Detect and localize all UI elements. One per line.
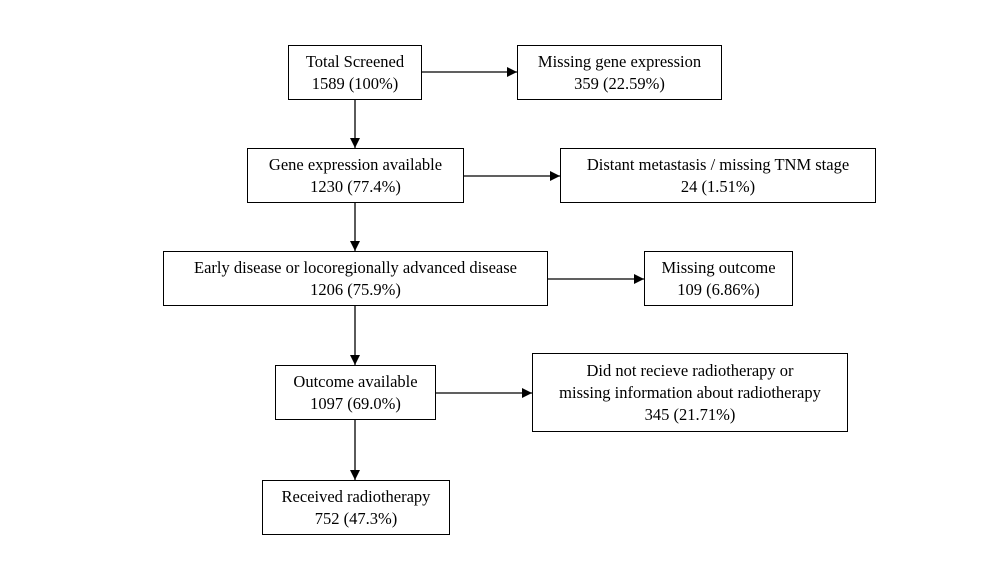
- node-received-radiotherapy-title: Received radiotherapy: [281, 486, 431, 506]
- node-no-radiotherapy-line2: missing information about radiotherapy: [559, 382, 821, 402]
- node-total-screened: Total Screened 1589 (100%): [288, 45, 422, 100]
- node-early-disease-title: Early disease or locoregionally advanced…: [194, 257, 517, 277]
- node-total-screened-title: Total Screened: [305, 51, 405, 71]
- node-distant-metastasis-title: Distant metastasis / missing TNM stage: [586, 154, 850, 174]
- node-no-radiotherapy-line1: Did not recieve radiotherapy or: [586, 360, 794, 380]
- node-distant-metastasis-count: 24 (1.51%): [680, 176, 756, 196]
- node-gene-expression-available-count: 1230 (77.4%): [310, 176, 401, 196]
- node-missing-gene-expression: Missing gene expression 359 (22.59%): [517, 45, 722, 100]
- node-total-screened-count: 1589 (100%): [311, 73, 399, 93]
- node-gene-expression-available-title: Gene expression available: [268, 154, 443, 174]
- node-early-disease-count: 1206 (75.9%): [310, 279, 401, 299]
- node-missing-outcome-title: Missing outcome: [661, 257, 776, 277]
- node-no-radiotherapy-count: 345 (21.71%): [644, 404, 736, 424]
- node-gene-expression-available: Gene expression available 1230 (77.4%): [247, 148, 464, 203]
- node-missing-gene-expression-count: 359 (22.59%): [574, 73, 665, 93]
- node-missing-outcome: Missing outcome 109 (6.86%): [644, 251, 793, 306]
- node-outcome-available-count: 1097 (69.0%): [310, 393, 401, 413]
- node-missing-gene-expression-title: Missing gene expression: [537, 51, 702, 71]
- node-outcome-available-title: Outcome available: [293, 371, 418, 391]
- node-distant-metastasis: Distant metastasis / missing TNM stage 2…: [560, 148, 876, 203]
- node-received-radiotherapy: Received radiotherapy 752 (47.3%): [262, 480, 450, 535]
- node-no-radiotherapy: Did not recieve radiotherapy or missing …: [532, 353, 848, 432]
- node-outcome-available: Outcome available 1097 (69.0%): [275, 365, 436, 420]
- node-early-disease: Early disease or locoregionally advanced…: [163, 251, 548, 306]
- node-received-radiotherapy-count: 752 (47.3%): [314, 508, 398, 528]
- node-missing-outcome-count: 109 (6.86%): [677, 279, 760, 299]
